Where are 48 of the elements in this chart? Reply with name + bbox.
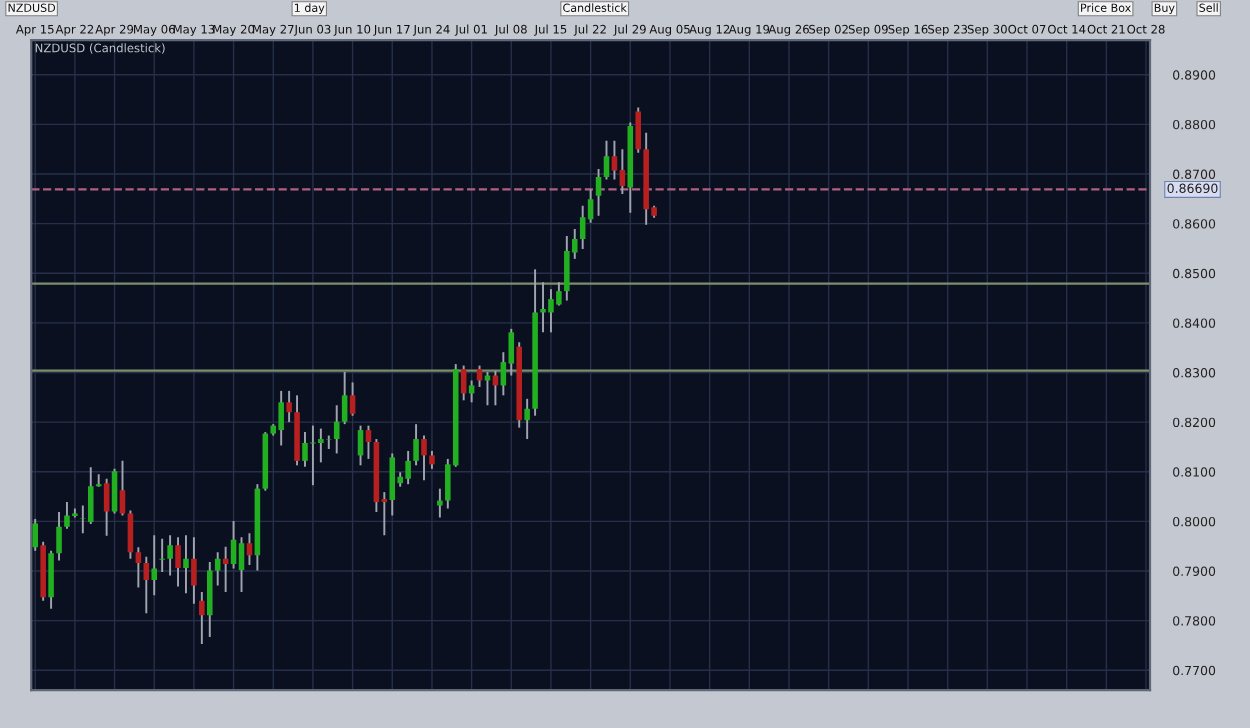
candlestick (207, 561, 213, 639)
candlestick (349, 381, 356, 417)
candlestick (246, 532, 253, 567)
candlestick (302, 431, 308, 468)
candlestick (135, 546, 142, 589)
candlestick (318, 427, 324, 464)
candlestick (389, 452, 396, 517)
candlestick (413, 423, 419, 467)
candlestick (405, 449, 411, 486)
candlestick (468, 379, 475, 404)
candlestick (635, 106, 642, 154)
candlestick (214, 551, 221, 587)
candlestick (421, 434, 427, 482)
candlestick (111, 467, 118, 515)
candlestick (611, 139, 618, 181)
candlestick (32, 517, 38, 552)
candlestick (333, 404, 340, 455)
candlestick (579, 204, 586, 250)
candlestick (87, 466, 94, 525)
candlestick (127, 509, 134, 560)
candlestick (48, 549, 54, 610)
candlestick (191, 536, 197, 605)
candlestick (183, 534, 189, 595)
candlestick (603, 139, 610, 181)
candlestick (508, 327, 515, 377)
candlestick (95, 473, 102, 488)
candlestick (238, 536, 245, 593)
candlestick (310, 424, 316, 487)
candlestick (341, 371, 348, 426)
candlestick (556, 281, 562, 307)
candlestick (286, 389, 292, 424)
candlestick (524, 397, 530, 441)
candlestick (159, 537, 165, 573)
candlestick (365, 424, 372, 460)
candlestick (278, 389, 284, 447)
candlestick (540, 281, 546, 334)
candlestick (143, 555, 150, 615)
candlestick (199, 590, 205, 645)
candlestick (175, 536, 181, 588)
candlestick (437, 487, 443, 519)
candlestick (151, 534, 158, 597)
candlestick (564, 235, 570, 302)
candlestick (64, 501, 70, 530)
candlestick (548, 288, 554, 334)
candlestick (167, 534, 173, 577)
candlestick (595, 168, 602, 217)
candlestick (56, 511, 62, 562)
candlestick (619, 148, 626, 195)
